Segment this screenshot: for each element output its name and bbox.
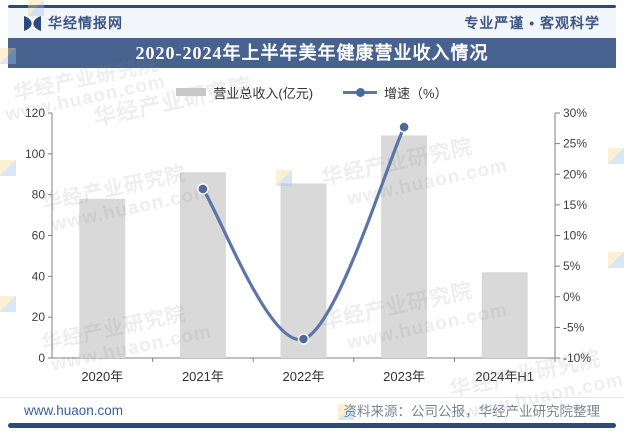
legend-item-revenue[interactable]: 营业总收入(亿元)	[176, 83, 313, 102]
huajing-logo-icon	[24, 15, 41, 31]
svg-text:60: 60	[32, 229, 46, 243]
header-slogan: 专业严谨 • 客观科学	[464, 15, 600, 31]
svg-text:80: 80	[32, 188, 46, 202]
brand-name: 华经情报网	[48, 15, 123, 31]
svg-text:40: 40	[32, 269, 46, 283]
brand[interactable]: 华经情报网	[24, 13, 123, 33]
svg-text:20%: 20%	[563, 167, 587, 181]
svg-text:100: 100	[25, 147, 45, 161]
bar-swatch-icon	[176, 88, 207, 96]
source-note: 资料来源：公司公报，华经产业研究院整理	[343, 404, 601, 419]
svg-text:15%: 15%	[563, 198, 587, 212]
svg-text:25%: 25%	[563, 137, 587, 151]
svg-text:2024年H1: 2024年H1	[475, 369, 534, 384]
footer-divider	[0, 397, 624, 398]
svg-text:20: 20	[32, 310, 46, 324]
bottom-border	[8, 423, 616, 428]
svg-text:0: 0	[38, 351, 45, 365]
svg-text:2022年: 2022年	[283, 369, 325, 384]
line-swatch-dot-icon	[356, 87, 366, 97]
top-border	[8, 5, 616, 8]
combo-chart: 0 20 40 60 80 100 120 -10% -5% 0% 5% 10% 15% 20% 25% 30…	[25, 106, 591, 384]
site-link[interactable]: www.huaon.com	[24, 402, 124, 418]
legend-label-growth: 增速（%）	[384, 85, 448, 101]
chart-title: 2020-2024年上半年美年健康营业收入情况	[8, 38, 616, 68]
svg-text:2020年: 2020年	[81, 369, 123, 384]
legend-label-revenue: 营业总收入(亿元)	[213, 85, 314, 101]
chart-legend: 营业总收入(亿元) 增速（%）	[0, 82, 624, 102]
svg-text:10%: 10%	[563, 229, 587, 243]
footer: www.huaon.com 资料来源：公司公报，华经产业研究院整理	[8, 399, 616, 421]
svg-text:30%: 30%	[563, 106, 587, 120]
svg-text:5%: 5%	[563, 259, 581, 273]
legend-item-growth[interactable]: 增速（%）	[343, 83, 448, 102]
svg-text:-10%: -10%	[563, 351, 591, 365]
line-swatch-icon	[343, 87, 378, 97]
svg-text:-5%: -5%	[563, 320, 585, 334]
header: 华经情报网 专业严谨 • 客观科学	[8, 8, 616, 38]
svg-text:2021年: 2021年	[182, 369, 224, 384]
svg-text:2023年: 2023年	[383, 369, 425, 384]
svg-text:0%: 0%	[563, 290, 581, 304]
svg-text:120: 120	[25, 106, 45, 120]
